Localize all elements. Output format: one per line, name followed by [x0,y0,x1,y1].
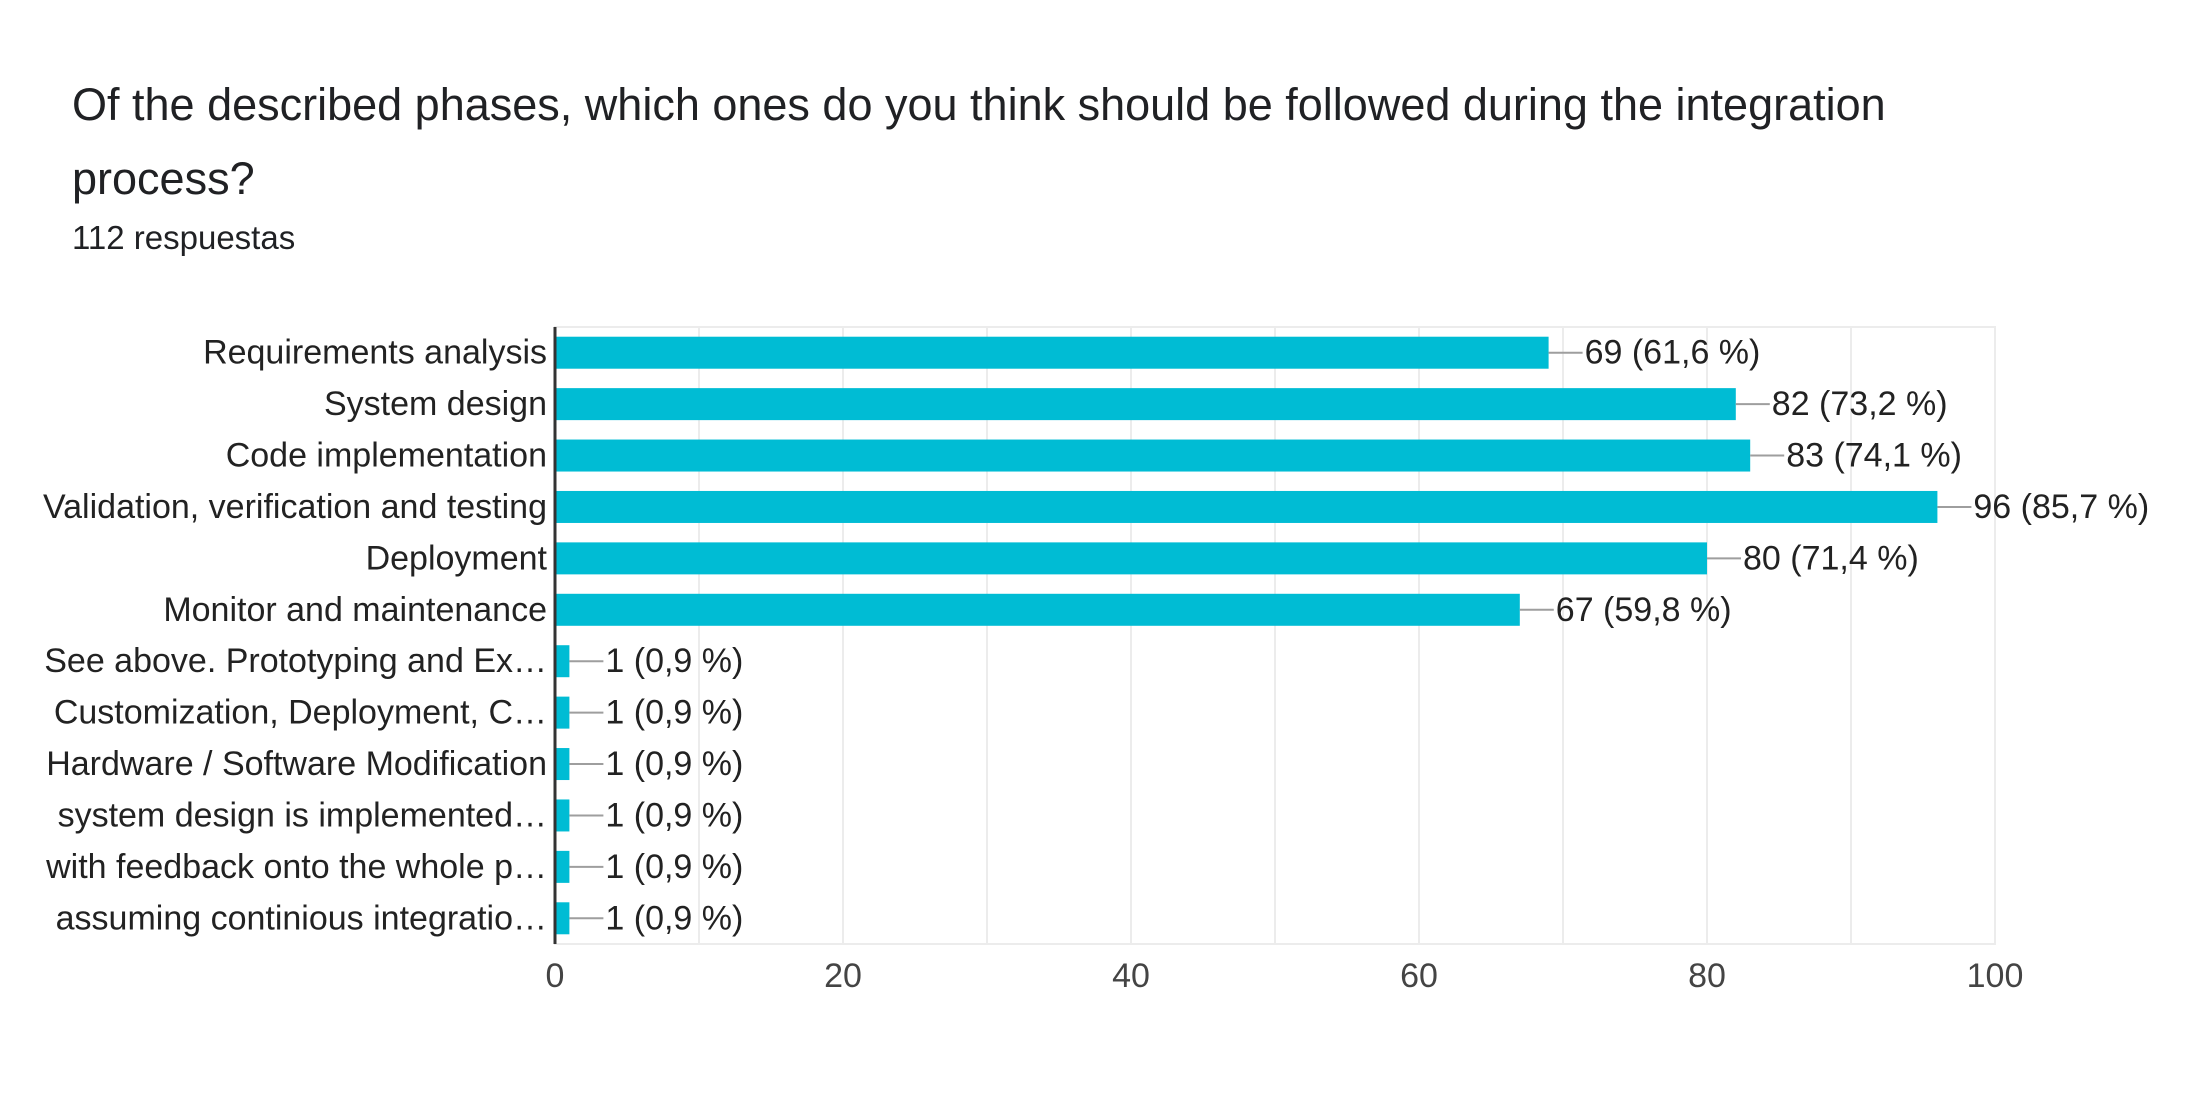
data-label: 67 (59,8 %) [1556,591,1732,629]
x-tick-label: 100 [1967,957,2024,995]
x-tick-label: 60 [1400,957,1438,995]
category-label: with feedback onto the whole p… [45,848,547,886]
data-label: 82 (73,2 %) [1772,385,1948,423]
data-label: 1 (0,9 %) [605,642,743,680]
category-label: Deployment [366,539,548,577]
labels: 69 (61,6 %) Requirements analysis 82 (73,2… [43,334,2149,938]
data-label: 1 (0,9 %) [605,745,743,783]
data-label: 69 (61,6 %) [1585,334,1761,372]
category-label: Customization, Deployment, C… [54,694,547,732]
data-label: 83 (74,1 %) [1786,437,1962,475]
bar [555,902,570,935]
category-label: system design is implemented… [58,796,547,834]
category-label: Monitor and maintenance [163,591,547,629]
data-label: 1 (0,9 %) [605,899,743,937]
bar [555,388,1736,421]
bar [555,593,1520,626]
axes: 0 20 40 60 80 100 [546,327,2024,995]
bar [555,439,1751,472]
category-label: Requirements analysis [203,334,547,372]
bar [555,542,1707,575]
bar [555,799,570,832]
category-label: Hardware / Software Modification [46,745,547,783]
bar [555,336,1549,369]
category-label: See above. Prototyping and Ex… [44,642,547,680]
category-label: System design [324,385,547,423]
x-tick-label: 0 [546,957,565,995]
bar [555,850,570,883]
bars [555,336,1938,935]
data-label: 1 (0,9 %) [605,694,743,732]
bar [555,645,570,678]
category-label: Validation, verification and testing [43,488,547,526]
leader-lines [569,351,1972,920]
question-title: Of the described phases, which ones do y… [72,79,1886,204]
category-label: assuming continious integratio… [56,899,547,937]
x-tick-label: 40 [1112,957,1150,995]
data-label: 96 (85,7 %) [1973,488,2149,526]
data-label: 1 (0,9 %) [605,848,743,886]
grid-lines [554,326,1996,945]
x-tick-label: 80 [1688,957,1726,995]
response-count: 112 respuestas [72,219,296,256]
x-tick-label: 20 [824,957,862,995]
data-label: 1 (0,9 %) [605,796,743,834]
data-label: 80 (71,4 %) [1743,539,1919,577]
category-label: Code implementation [226,437,547,475]
bar [555,490,1938,523]
bar [555,696,570,729]
bar [555,748,570,781]
